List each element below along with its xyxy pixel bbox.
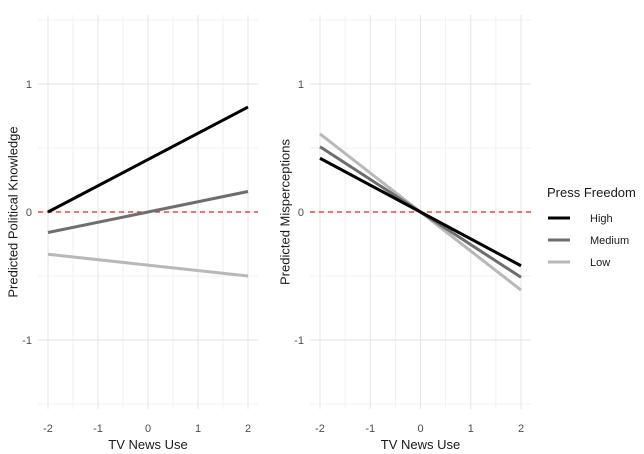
x-tick-label: -2 [315, 423, 325, 435]
series-line-low [47, 252, 249, 278]
x-tick-label: 1 [195, 423, 201, 435]
y-tick-label: 0 [26, 207, 32, 219]
series-line-medium [47, 190, 249, 234]
legend-title: Press Freedom [547, 185, 636, 200]
x-axis-title: TV News Use [381, 437, 460, 452]
series-line-high [47, 105, 249, 214]
legend-label-low: Low [590, 257, 610, 269]
y-tick-label: -1 [294, 335, 304, 347]
series-line-high [319, 156, 522, 268]
x-tick-label: -2 [43, 423, 53, 435]
x-tick-label: -1 [93, 423, 103, 435]
x-tick-label: 1 [468, 423, 474, 435]
x-axis-title: TV News Use [108, 437, 187, 452]
y-axis-title: Predicted Misperceptions [278, 139, 293, 285]
y-axis-title: Predicted Political Knowledge [6, 126, 21, 297]
y-tick-label: -1 [22, 335, 32, 347]
legend-label-high: High [590, 213, 613, 225]
y-tick-label: 0 [298, 207, 304, 219]
y-tick-label: 1 [26, 79, 32, 91]
x-tick-label: 2 [518, 423, 524, 435]
legend: Press Freedom High Medium Low [547, 185, 636, 269]
panel-misperceptions: -2 -1 0 1 2 -1 0 1 TV News Use Predicted Misperce… [278, 15, 531, 452]
legend-label-medium: Medium [590, 235, 629, 247]
x-tick-label: 0 [417, 423, 423, 435]
x-tick-label: 0 [145, 423, 151, 435]
x-tick-label: -1 [365, 423, 375, 435]
y-tick-label: 1 [298, 79, 304, 91]
x-tick-label: 2 [245, 423, 251, 435]
panel-political-knowledge: -2 -1 0 1 2 -1 0 1 TV News Use Predicted Politica… [6, 15, 258, 452]
